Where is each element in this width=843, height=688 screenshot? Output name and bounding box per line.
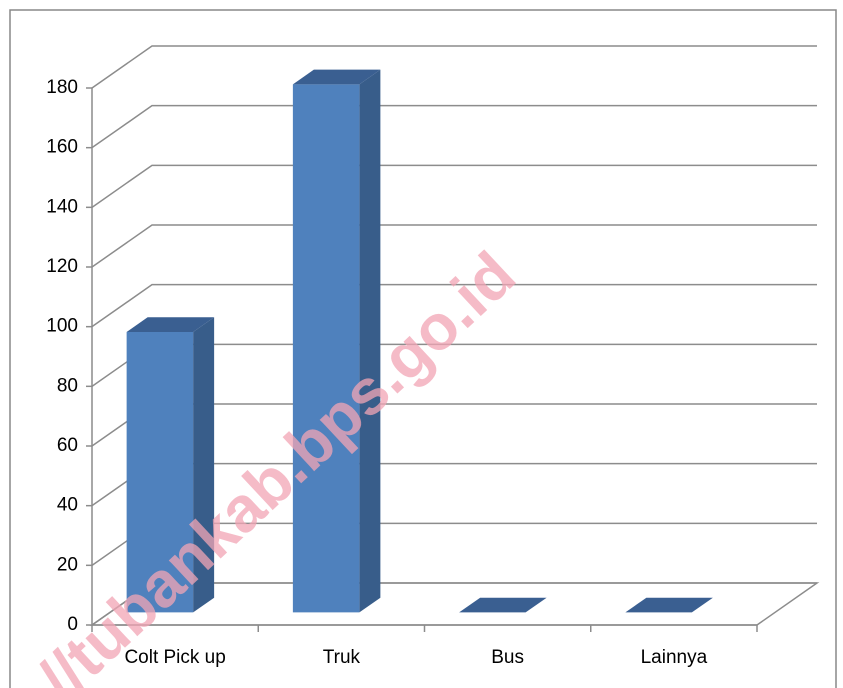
bar-front [292,84,360,613]
x-tick-label: Truk [323,647,361,668]
y-tick-label: 160 [46,137,78,158]
grid-line [91,283,817,328]
bar [292,69,381,613]
y-tick-label: 140 [46,196,78,217]
x-tick-label: Colt Pick up [124,647,225,668]
bar-side [193,317,215,613]
bar-top [459,597,547,613]
bar [126,317,215,613]
bar [625,597,713,613]
y-tick-label: 0 [67,614,78,635]
bar-side [359,69,381,613]
bar-front [126,331,194,613]
grid-line [91,164,817,208]
grid-line [91,224,817,268]
bar [459,597,547,613]
x-tick-label: Lainnya [641,647,708,668]
y-tick-label: 100 [46,316,78,337]
y-tick-label: 80 [57,375,78,396]
y-tick-label: 120 [46,256,78,277]
y-tick-label: 40 [57,495,78,516]
y-tick-label: 20 [57,554,78,575]
y-tick-label: 60 [57,435,78,456]
bar-top [126,317,215,332]
grid-line [91,104,817,149]
x-tick-label: Bus [491,647,524,668]
bar-top [625,597,713,613]
bar-top [292,69,381,85]
y-tick-label: 180 [46,77,78,98]
grid-line [91,45,817,89]
